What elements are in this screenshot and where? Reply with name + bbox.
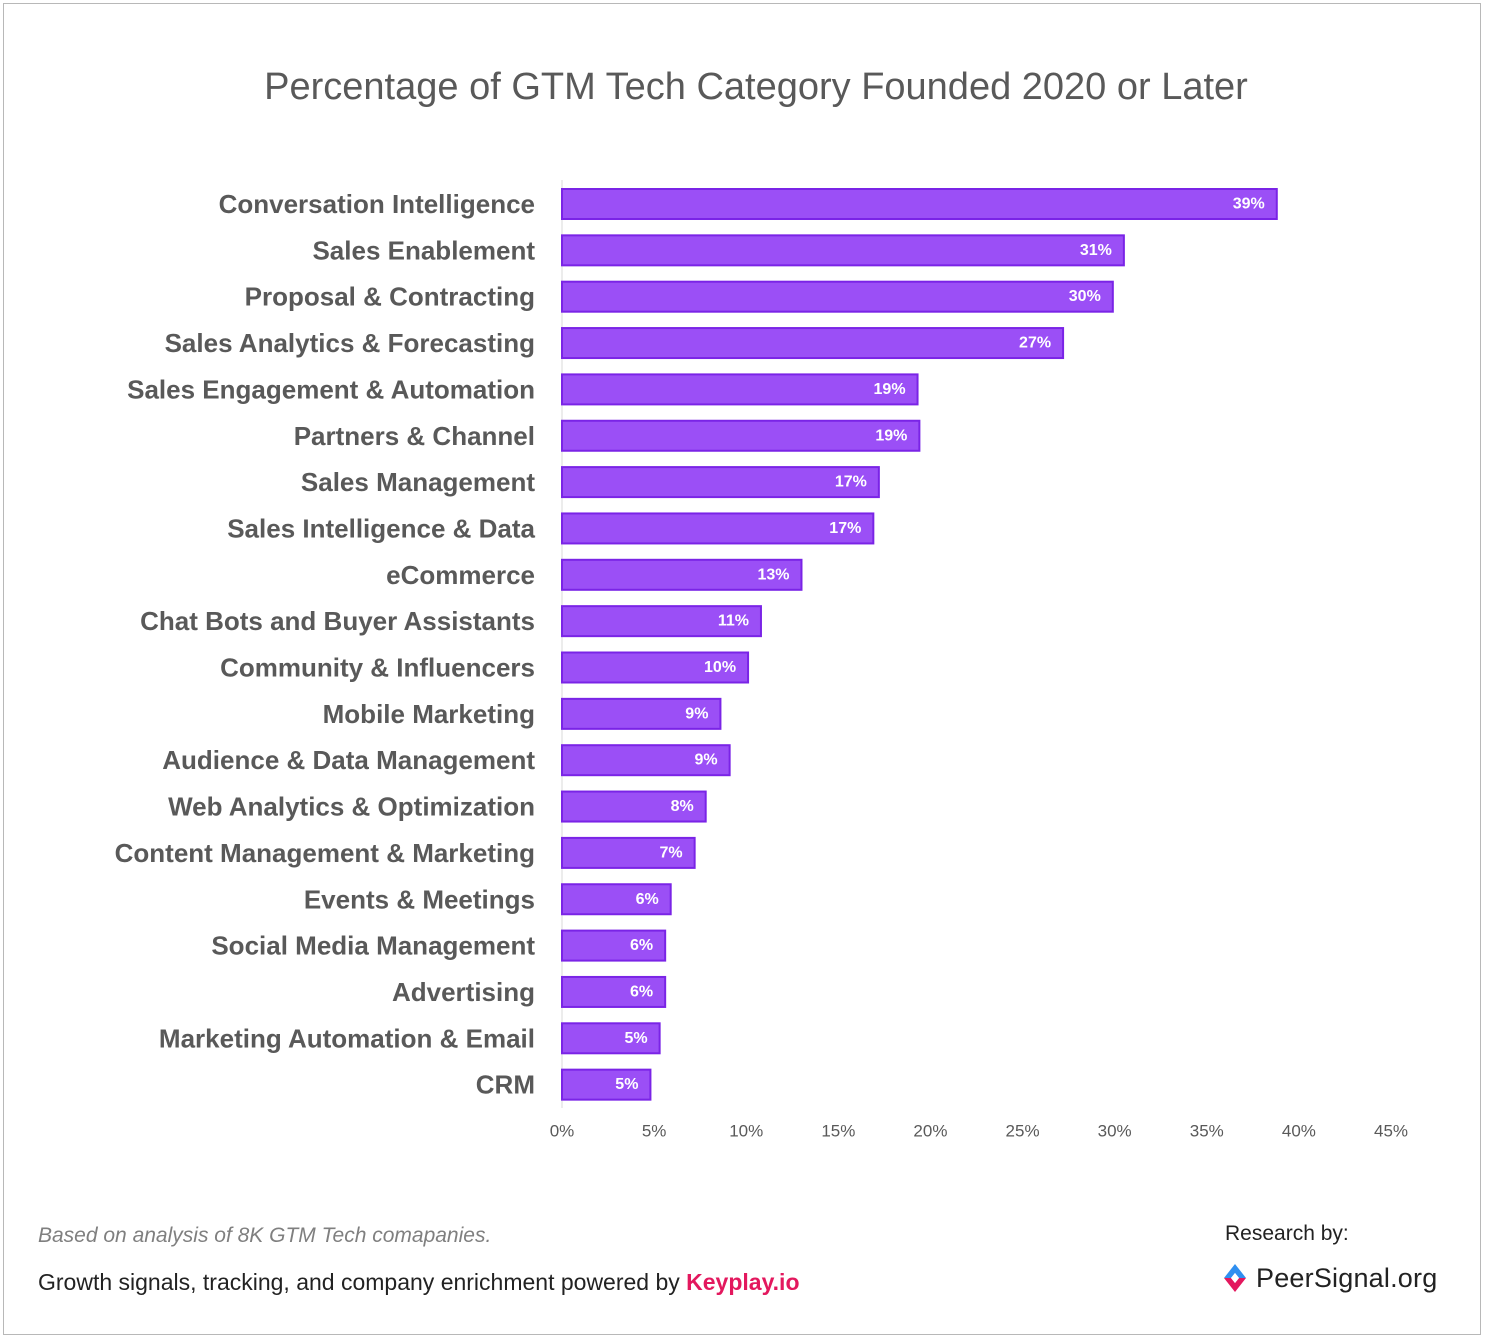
category-label: Proposal & Contracting bbox=[245, 282, 535, 312]
category-label: Sales Intelligence & Data bbox=[227, 513, 535, 543]
data-label: 17% bbox=[835, 474, 867, 491]
data-label: 9% bbox=[685, 705, 708, 722]
data-label: 6% bbox=[630, 983, 653, 1000]
x-tick-label: 5% bbox=[642, 1122, 667, 1141]
category-label: Social Media Management bbox=[211, 931, 535, 961]
data-label: 7% bbox=[660, 844, 683, 861]
data-label: 13% bbox=[757, 566, 789, 583]
data-label: 10% bbox=[704, 659, 736, 676]
x-tick-label: 25% bbox=[1006, 1122, 1040, 1141]
bar bbox=[561, 188, 1278, 220]
category-label: CRM bbox=[476, 1070, 535, 1100]
data-label: 5% bbox=[625, 1030, 648, 1047]
data-label: 19% bbox=[874, 381, 906, 398]
data-label: 31% bbox=[1080, 242, 1112, 259]
keyplay-link[interactable]: Keyplay.io bbox=[686, 1269, 800, 1295]
bar bbox=[561, 790, 707, 823]
bar bbox=[561, 280, 1114, 313]
bar bbox=[561, 558, 803, 591]
category-label: Web Analytics & Optimization bbox=[168, 792, 535, 822]
bar bbox=[561, 883, 672, 916]
bar bbox=[561, 512, 875, 545]
x-tick-label: 30% bbox=[1098, 1122, 1132, 1141]
data-label: 5% bbox=[615, 1076, 638, 1093]
category-label: Events & Meetings bbox=[304, 884, 535, 914]
data-label: 6% bbox=[636, 891, 659, 908]
x-tick-label: 0% bbox=[550, 1122, 575, 1141]
powered-by-text: Growth signals, tracking, and company en… bbox=[38, 1269, 687, 1295]
data-label: 17% bbox=[829, 520, 861, 537]
category-label: Sales Engagement & Automation bbox=[127, 374, 535, 404]
peersignal-icon bbox=[1224, 1264, 1246, 1292]
category-label: Audience & Data Management bbox=[162, 745, 535, 775]
bar bbox=[561, 697, 722, 730]
data-label: 9% bbox=[695, 752, 718, 769]
powered-by-line: Growth signals, tracking, and company en… bbox=[38, 1269, 800, 1296]
category-label: Partners & Channel bbox=[294, 421, 535, 451]
chart-title: Percentage of GTM Tech Category Founded … bbox=[264, 66, 1248, 108]
category-label: Advertising bbox=[392, 977, 535, 1007]
x-tick-label: 35% bbox=[1190, 1122, 1224, 1141]
category-label: Mobile Marketing bbox=[323, 699, 535, 729]
x-tick-label: 10% bbox=[729, 1122, 763, 1141]
bar-chart: Conversation Intelligence 39% Sales Enable… bbox=[115, 180, 1408, 1141]
peersignal-logo[interactable]: PeerSignal.org bbox=[1222, 1262, 1437, 1294]
data-label: 39% bbox=[1233, 196, 1265, 213]
bar bbox=[561, 466, 880, 499]
bar bbox=[561, 373, 919, 406]
x-tick-label: 20% bbox=[913, 1122, 947, 1141]
category-label: Content Management & Marketing bbox=[115, 838, 535, 868]
bar bbox=[561, 975, 667, 1008]
bar bbox=[561, 1022, 661, 1055]
category-label: eCommerce bbox=[386, 560, 535, 590]
data-label: 19% bbox=[875, 427, 907, 444]
bar bbox=[561, 651, 750, 684]
footnote: Based on analysis of 8K GTM Tech comapan… bbox=[38, 1224, 492, 1247]
bar bbox=[561, 929, 667, 962]
data-label: 6% bbox=[630, 937, 653, 954]
x-tick-label: 40% bbox=[1282, 1122, 1316, 1141]
x-tick-label: 15% bbox=[821, 1122, 855, 1141]
data-label: 11% bbox=[718, 613, 749, 630]
bar bbox=[561, 1068, 652, 1101]
bar bbox=[561, 744, 731, 777]
x-tick-label: 45% bbox=[1374, 1122, 1408, 1141]
bar bbox=[561, 234, 1125, 267]
research-by-label: Research by: bbox=[1225, 1222, 1349, 1245]
bar bbox=[561, 327, 1065, 360]
category-label: Sales Analytics & Forecasting bbox=[165, 328, 535, 358]
bar bbox=[561, 419, 921, 452]
category-label: Sales Management bbox=[301, 467, 535, 497]
category-label: Sales Enablement bbox=[312, 235, 535, 265]
peersignal-text: PeerSignal.org bbox=[1256, 1262, 1438, 1293]
category-label: Marketing Automation & Email bbox=[159, 1023, 535, 1053]
category-label: Conversation Intelligence bbox=[219, 189, 535, 219]
bar bbox=[561, 836, 696, 869]
data-label: 30% bbox=[1069, 288, 1101, 305]
data-label: 8% bbox=[671, 798, 694, 815]
bar bbox=[561, 605, 762, 638]
data-label: 27% bbox=[1019, 335, 1051, 352]
category-label: Community & Influencers bbox=[220, 653, 535, 683]
category-label: Chat Bots and Buyer Assistants bbox=[140, 606, 535, 636]
